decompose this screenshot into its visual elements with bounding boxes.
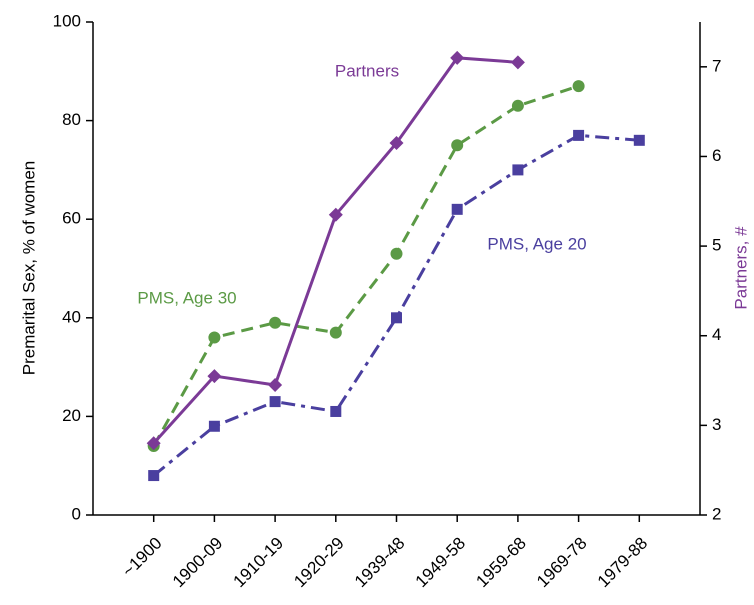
y2-tick-label: 7 <box>712 56 721 75</box>
series-label: Partners <box>335 61 399 80</box>
x-tick-label: ~1900 <box>118 534 165 581</box>
y2-tick-label: 2 <box>712 504 721 523</box>
y-tick-label: 100 <box>53 11 81 30</box>
y-tick-label: 20 <box>62 406 81 425</box>
y2-tick-label: 3 <box>712 415 721 434</box>
y2-tick-label: 5 <box>712 236 721 255</box>
marker <box>633 134 645 146</box>
y2-tick-label: 4 <box>712 325 721 344</box>
series-line <box>152 56 519 445</box>
marker <box>572 80 585 93</box>
marker <box>268 378 283 393</box>
marker <box>391 312 402 324</box>
marker <box>390 247 403 260</box>
x-tick-label: 1969-78 <box>533 534 591 592</box>
y-axis-label: Premarital Sex, % of women <box>19 161 38 375</box>
series-line <box>152 84 580 447</box>
marker <box>207 369 222 384</box>
y-tick-label: 80 <box>62 110 81 129</box>
marker <box>450 50 465 65</box>
marker <box>208 420 220 432</box>
marker <box>146 436 161 451</box>
x-tick-label: 1939-48 <box>351 534 409 592</box>
marker <box>389 136 404 151</box>
marker <box>328 207 343 222</box>
marker <box>148 470 160 482</box>
series-label: PMS, Age 30 <box>137 288 236 307</box>
marker <box>451 203 463 215</box>
marker <box>330 405 342 417</box>
y2-tick-label: 6 <box>712 146 721 165</box>
marker <box>329 326 342 339</box>
marker <box>208 331 221 344</box>
x-tick-label: 1959-68 <box>472 534 530 592</box>
marker <box>512 164 524 176</box>
x-tick-label: 1920-29 <box>290 534 348 592</box>
series-label: PMS, Age 20 <box>487 234 586 253</box>
marker <box>510 55 525 70</box>
y-tick-label: 60 <box>62 209 81 228</box>
x-tick-label: 1910-19 <box>230 534 288 592</box>
marker <box>451 139 464 152</box>
y-tick-label: 40 <box>62 307 81 326</box>
series-line <box>152 133 640 477</box>
y-tick-label: 0 <box>72 504 81 523</box>
y2-axis-label: Partners, # <box>731 226 750 310</box>
marker <box>269 316 282 329</box>
marker <box>511 99 524 112</box>
marker <box>269 396 281 408</box>
marker <box>573 129 585 141</box>
x-tick-label: 1949-58 <box>412 534 470 592</box>
x-tick-label: 1979-88 <box>594 534 652 592</box>
x-tick-label: 1900-09 <box>169 534 227 592</box>
